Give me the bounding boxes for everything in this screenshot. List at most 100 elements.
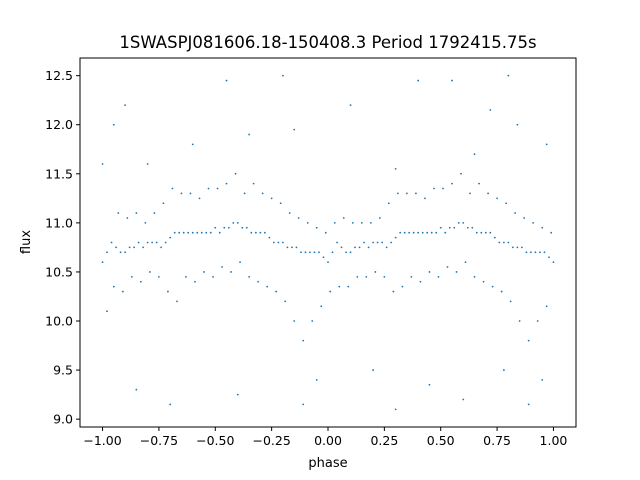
data-point (525, 251, 528, 254)
data-point (207, 187, 210, 190)
data-point (491, 285, 494, 288)
data-point (245, 226, 248, 229)
data-point (417, 79, 420, 82)
data-point (469, 192, 471, 195)
data-point (291, 246, 293, 249)
data-point (415, 192, 417, 195)
y-tick-label: 12.5 (45, 68, 73, 83)
data-point (158, 275, 160, 278)
data-point (180, 192, 183, 195)
data-point (112, 285, 115, 288)
data-point (453, 226, 456, 229)
data-point (541, 378, 544, 381)
data-point (164, 241, 167, 244)
data-point (203, 271, 205, 273)
data-point (272, 241, 275, 244)
data-point (169, 403, 172, 406)
data-point (358, 246, 361, 249)
data-point (516, 123, 519, 126)
data-point (428, 271, 431, 273)
x-axis-label: phase (308, 456, 347, 471)
x-tick-label: −0.75 (140, 433, 178, 448)
data-point (331, 251, 334, 254)
data-point (550, 231, 553, 234)
data-point (135, 212, 138, 214)
data-point (507, 241, 510, 244)
data-point (448, 226, 451, 229)
data-point (230, 271, 232, 273)
data-point (523, 217, 526, 219)
data-point (460, 172, 462, 175)
data-point (387, 202, 390, 205)
data-point (493, 236, 496, 239)
data-point (225, 182, 228, 185)
data-point (451, 182, 453, 185)
data-point (541, 226, 544, 229)
x-tick-label: 1.00 (540, 433, 568, 448)
data-point (514, 212, 517, 214)
data-point (342, 217, 345, 219)
data-point (545, 143, 548, 146)
x-tick-label: −0.25 (252, 433, 290, 448)
data-point (412, 231, 415, 234)
data-point (155, 241, 158, 244)
data-point (466, 226, 469, 229)
x-tick-label: −1.00 (83, 433, 121, 448)
data-point (221, 266, 223, 268)
data-point (345, 251, 347, 254)
data-point (146, 241, 149, 244)
data-point (176, 300, 178, 303)
data-point (189, 192, 192, 195)
scatter-points (101, 74, 555, 411)
data-point (182, 231, 185, 234)
data-point (496, 197, 498, 200)
data-point (128, 246, 131, 249)
data-point (505, 202, 508, 205)
data-point (478, 182, 480, 185)
data-point (315, 226, 318, 229)
data-point (365, 275, 368, 278)
data-point (500, 290, 503, 293)
data-point (302, 403, 305, 406)
data-point (446, 266, 449, 268)
data-point (151, 241, 154, 244)
data-point (381, 241, 384, 244)
data-point (130, 275, 133, 278)
data-point (462, 398, 465, 401)
data-point (209, 231, 212, 234)
data-point (354, 246, 356, 249)
data-point (241, 226, 244, 229)
data-point (333, 221, 336, 224)
data-point (133, 246, 136, 249)
data-point (191, 143, 194, 146)
data-point (266, 285, 269, 288)
data-point (428, 383, 431, 386)
data-point (471, 226, 474, 229)
x-tick-label: 0.50 (427, 433, 455, 448)
data-point (410, 275, 413, 278)
data-point (475, 231, 478, 234)
data-point (218, 231, 221, 234)
data-point (234, 172, 237, 175)
data-point (268, 236, 271, 239)
data-point (394, 236, 397, 239)
data-point (313, 251, 316, 254)
data-point (539, 251, 541, 254)
data-point (248, 275, 250, 278)
data-point (135, 388, 138, 391)
data-point (106, 310, 108, 313)
x-tick-label: 0.25 (370, 433, 398, 448)
data-point (214, 226, 217, 229)
data-point (263, 231, 266, 234)
data-point (259, 231, 262, 234)
data-point (293, 128, 296, 131)
data-point (284, 300, 287, 303)
data-point (106, 251, 108, 254)
data-point (119, 251, 122, 254)
data-point (124, 251, 126, 254)
data-point (552, 261, 555, 264)
data-point (243, 192, 246, 195)
data-point (261, 192, 264, 195)
data-point (516, 246, 519, 249)
data-point (489, 231, 492, 234)
